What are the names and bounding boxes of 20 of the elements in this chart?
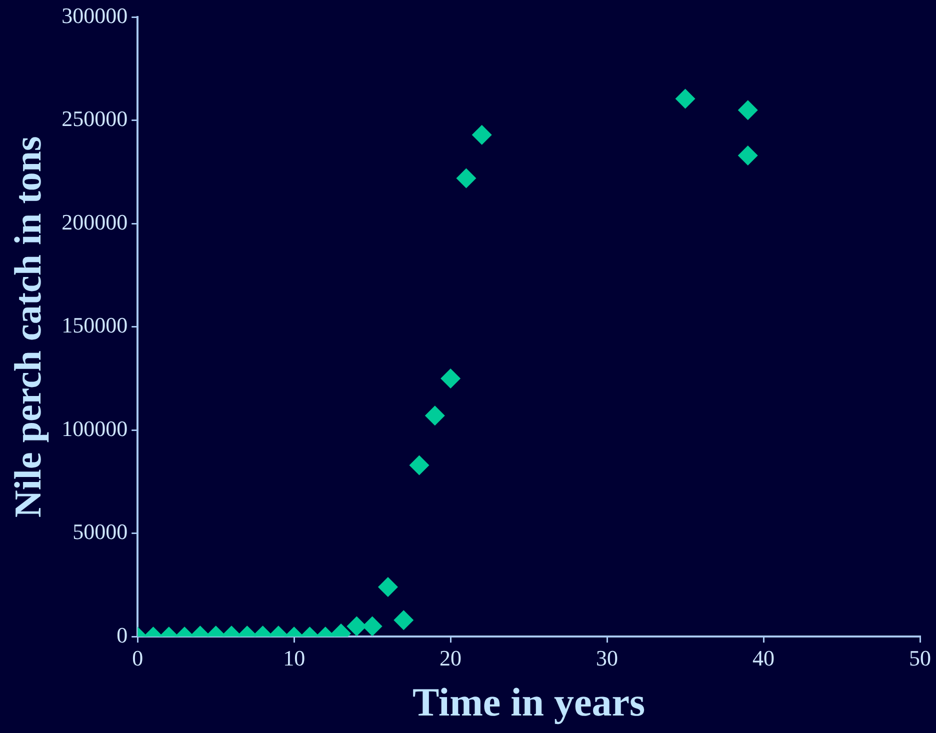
y-tick-label: 0	[116, 622, 128, 648]
x-tick-label: 0	[132, 646, 144, 671]
x-tick-label: 40	[752, 646, 775, 671]
point	[738, 146, 758, 166]
y-tick-label: 200000	[62, 209, 128, 234]
y-tick-label: 250000	[62, 106, 128, 132]
y-tick-label: 150000	[62, 312, 128, 338]
x-tick-label: 20	[440, 646, 462, 671]
y-tick-label: 300000	[62, 2, 128, 28]
y-tick-label: 100000	[62, 416, 128, 441]
x-tick-label: 30	[596, 646, 618, 671]
y-tick-label: 50000	[72, 519, 128, 544]
point	[675, 88, 696, 109]
point	[738, 100, 758, 120]
x-tick-label: 10	[283, 646, 306, 671]
point	[456, 168, 476, 188]
x-tick-label: 50	[909, 646, 931, 671]
point	[472, 124, 492, 145]
x-axis-title: Time in years	[412, 679, 646, 724]
y-axis-title: Nile perch catch in tons	[8, 136, 50, 518]
